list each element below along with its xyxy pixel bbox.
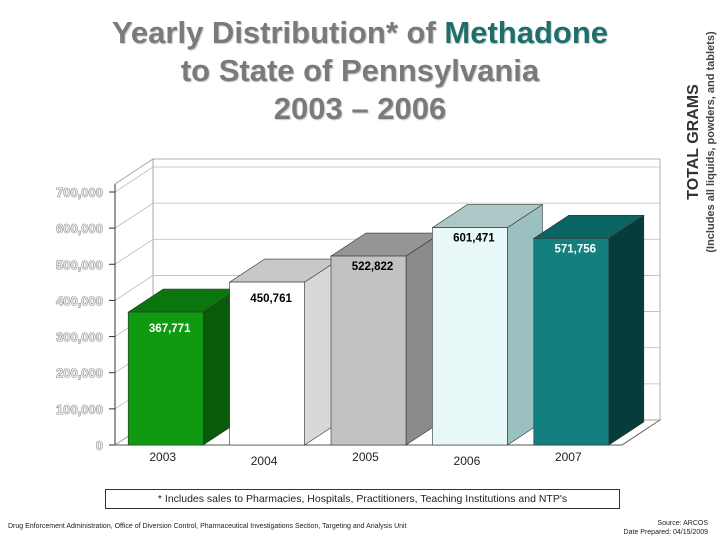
chart-title: Yearly Distribution* of Methadone to Sta… xyxy=(0,14,720,128)
x-tick-label: 2006 xyxy=(454,454,481,468)
y-axis: 0 100,000 200,000 300,000 400,000 500,000 600,… xyxy=(56,184,116,453)
y-axis-title-sub: (Includes all liquids, powders, and tabl… xyxy=(705,31,717,253)
data-label: 450,761 xyxy=(250,293,292,305)
data-label: 571,756 xyxy=(555,243,597,255)
source-info: Source: ARCOS Date Prepared: 04/15/2009 xyxy=(624,519,708,537)
y-tick-label: 100,000 xyxy=(56,402,103,417)
x-axis: 2003 2004 2005 2006 2007 xyxy=(149,450,582,468)
credit-line: Drug Enforcement Administration, Office … xyxy=(8,523,407,530)
y-tick-label: 600,000 xyxy=(56,221,103,236)
title-line-1: Yearly Distribution* of Methadone xyxy=(0,14,720,52)
bar-front xyxy=(330,255,407,446)
y-tick-label: 0 xyxy=(96,438,103,453)
bar-front xyxy=(432,227,508,446)
x-tick-label: 2003 xyxy=(149,450,176,464)
bar-side xyxy=(608,214,645,446)
bar-2005: 522,822 xyxy=(329,232,443,446)
data-label: 601,471 xyxy=(453,233,495,245)
title-line-1-text: Yearly Distribution* of xyxy=(111,15,445,50)
y-axis-title-main: TOTAL GRAMS xyxy=(685,84,702,200)
gridline xyxy=(114,202,660,229)
title-highlight: Methadone xyxy=(444,15,609,50)
x-tick-label: 2007 xyxy=(555,450,582,464)
title-line-2: to State of Pennsylvania xyxy=(180,53,540,88)
bar-2006: 601,471 xyxy=(431,204,544,446)
y-tick-label: 400,000 xyxy=(56,293,103,308)
y-tick-label: 500,000 xyxy=(56,257,103,272)
y-tick-label: 700,000 xyxy=(56,185,103,200)
bar-2007: 571,756 xyxy=(532,214,645,446)
bar-front xyxy=(229,281,305,446)
y-axis-title: TOTAL GRAMS (Includes all liquids, powde… xyxy=(685,0,717,307)
x-tick-label: 2005 xyxy=(352,450,379,464)
gridline xyxy=(114,166,660,193)
title-line-3: 2003 – 2006 xyxy=(273,91,447,126)
y-tick-label: 200,000 xyxy=(56,366,103,381)
bars: 367,771 450,761 522,822 601,471 571,756 xyxy=(127,204,645,446)
source-line: Source: ARCOS xyxy=(657,520,708,527)
bar-front xyxy=(533,238,610,446)
date-prepared: Date Prepared: 04/15/2009 xyxy=(623,529,708,536)
bar-front xyxy=(127,311,204,446)
bar-2003: 367,771 xyxy=(127,288,240,446)
footnote: * Includes sales to Pharmacies, Hospital… xyxy=(105,489,620,509)
bar-2004: 450,761 xyxy=(228,258,341,446)
y-tick-label: 300,000 xyxy=(56,330,103,345)
data-label: 367,771 xyxy=(149,323,191,335)
data-label: 522,822 xyxy=(352,261,394,273)
x-tick-label: 2004 xyxy=(251,454,278,468)
